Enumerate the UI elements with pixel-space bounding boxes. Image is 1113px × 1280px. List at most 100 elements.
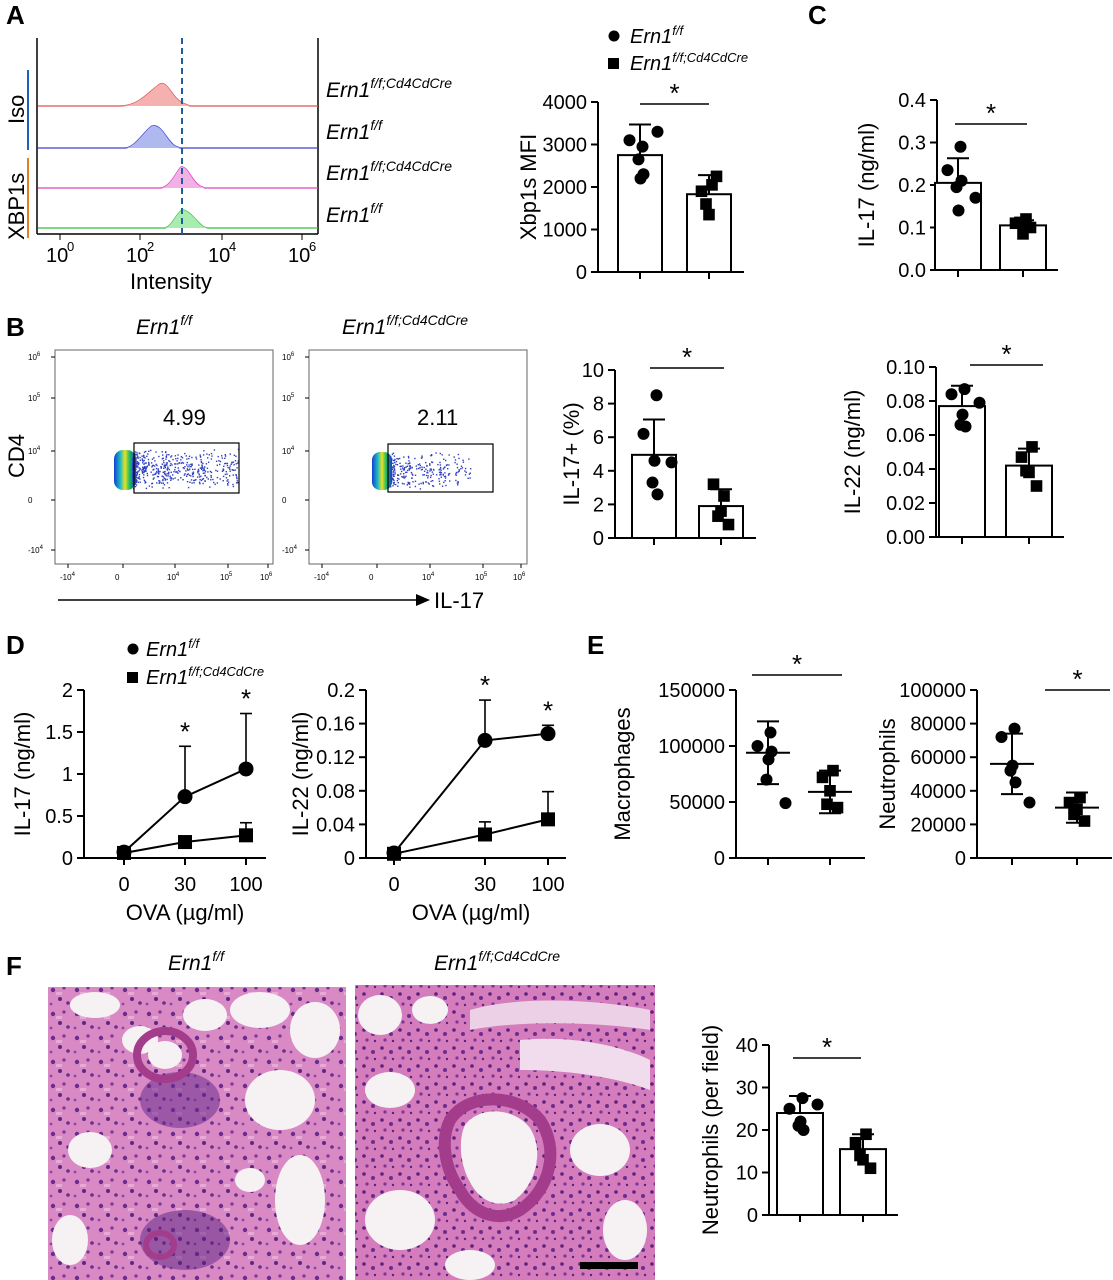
facs-y-tick-label: 105 [282,393,295,403]
facs-x-tick-label: 104 [167,572,180,582]
facs-event [148,463,150,466]
facs-event [170,479,172,481]
facs-event [423,466,425,469]
facs-event [401,476,403,478]
facs-event [192,473,194,476]
facs-x-label: IL-17 [434,588,484,613]
facs-event [200,461,203,463]
facs-event [185,455,187,457]
facs-event [136,454,138,456]
y-tick-label: 0.02 [886,493,925,515]
facs-event [464,470,466,472]
facs-event [169,477,171,479]
facs-event [186,468,188,470]
y-tick-label: 150000 [658,680,725,702]
legend-ko: Ern1f/f;Cd4CdCre [146,664,264,689]
facs-event [142,466,144,468]
facs-event [184,466,186,468]
facs-event [429,463,431,465]
facs-event [161,451,163,453]
data-point-wt [973,396,986,409]
facs-event [178,462,181,464]
facs-x-tick-label: 0 [115,573,120,582]
facs-event [186,475,188,477]
facs-event [143,474,145,476]
facs-event [152,474,154,476]
facs-event [134,485,137,488]
facs-event [132,460,134,462]
facs-event [443,458,445,460]
facs-event [166,482,169,484]
x-tick-label: 0 [388,874,399,896]
data-point-wt [1008,722,1021,735]
y-tick-label: 0.00 [886,527,925,549]
facs-event [392,474,394,476]
facs-event [402,476,404,478]
x-tick-label: 0 [118,874,129,896]
facs-event [398,478,400,480]
facs-event [432,485,434,487]
facs-event [427,482,430,484]
facs-event [135,478,137,481]
facs-event [143,451,146,453]
facs-event [408,482,411,484]
facs-event [162,460,165,462]
y-tick-label: 2000 [543,177,588,199]
y-tick-label: 0.08 [886,391,925,413]
facs-event [132,472,134,474]
facs-event [199,476,201,478]
facs-event [447,473,450,475]
facs-event [174,463,176,465]
facs-event [392,478,394,480]
chart-d-il17: 0 0.5 1 1.5 2 0 30 100 OVA (µg/ml) IL-17 (ng/ml) *… [10,680,266,925]
y-tick-label: 0.08 [316,781,355,803]
facs-event [197,476,199,478]
facs-event [469,477,471,479]
y-tick-label: 0.1 [898,218,926,240]
facs-event [191,463,193,465]
facs-event [207,461,210,463]
facs-event [232,483,234,486]
facs-event [166,473,168,475]
facs-event [152,464,154,467]
y-axis-label: Xbp1s MFI [516,134,541,240]
facs-event [132,462,134,464]
facs-event [151,464,154,467]
facs-event [168,473,170,475]
facs-event [210,458,213,460]
facs-event [216,470,219,472]
facs-event [165,451,167,453]
facs-panel: Ern1f/f Ern1f/f;Cd4CdCre CD4 4.99 2.11 -… [4,312,528,613]
facs-event [210,474,212,477]
facs-event [137,465,139,468]
facs-event [190,463,192,466]
facs-event [145,466,147,468]
facs-event [170,477,173,479]
y-tick-label: 4000 [543,92,588,114]
facs-event [210,476,212,478]
data-point-ko [722,518,735,531]
facs-event [456,463,458,465]
facs-y-tick-label: -104 [28,545,44,555]
facs-event [163,462,165,464]
facs-event [203,468,205,471]
facs-event [441,485,444,487]
data-point-ko [1078,815,1091,827]
facs-event [135,459,137,461]
facs-gate-value-ko: 2.11 [417,405,458,430]
y-tick-label: 100000 [658,736,725,758]
data-point-wt [637,168,650,181]
facs-event [431,471,434,473]
facs-event [232,461,235,463]
facs-event [183,474,186,476]
facs-event [438,471,441,474]
facs-event [419,464,421,467]
facs-event [135,466,137,468]
facs-event [153,477,155,479]
facs-event [221,455,223,457]
facs-event [198,481,201,483]
facs-event [132,463,134,466]
data-point-ko [854,1149,866,1162]
facs-event [457,484,459,486]
facs-gate-wt [133,442,240,494]
